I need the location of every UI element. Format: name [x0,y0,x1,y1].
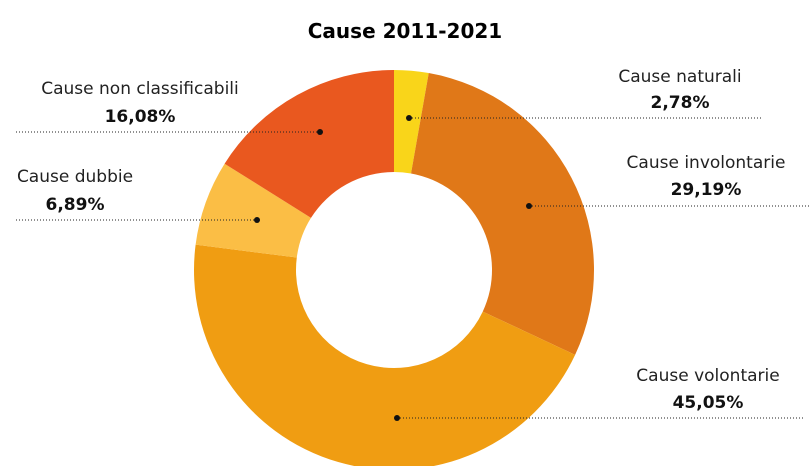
slice-label-cause-dubbie: Cause dubbie [17,167,133,187]
slice-label-cause-naturali: Cause naturali [618,67,741,87]
leader-dot-cause-dubbie [254,217,260,223]
slice-label-cause-volontarie: Cause volontarie [636,366,779,386]
leaders-group [15,115,810,421]
slice-cause-non-classificabili [224,70,394,218]
slices-group [194,70,595,466]
slice-cause-volontarie [194,244,576,466]
slice-value-cause-volontarie: 45,05% [673,393,744,413]
slice-cause-naturali [394,70,429,174]
chart-title: Cause 2011-2021 [308,19,502,43]
slice-label-cause-involontarie: Cause involontarie [627,153,786,173]
leader-dot-cause-naturali [406,115,412,121]
slice-cause-dubbie [195,163,311,258]
leader-dot-cause-volontarie [394,415,400,421]
leader-dot-cause-involontarie [526,203,532,209]
slice-value-cause-naturali: 2,78% [651,93,710,113]
slice-label-cause-non-classificabili: Cause non classificabili [41,79,239,99]
slice-value-cause-non-classificabili: 16,08% [105,107,176,127]
slice-value-cause-dubbie: 6,89% [46,195,105,215]
leader-dot-cause-non-classificabili [317,129,323,135]
slice-cause-involontarie [411,73,595,355]
slice-value-cause-involontarie: 29,19% [671,180,742,200]
